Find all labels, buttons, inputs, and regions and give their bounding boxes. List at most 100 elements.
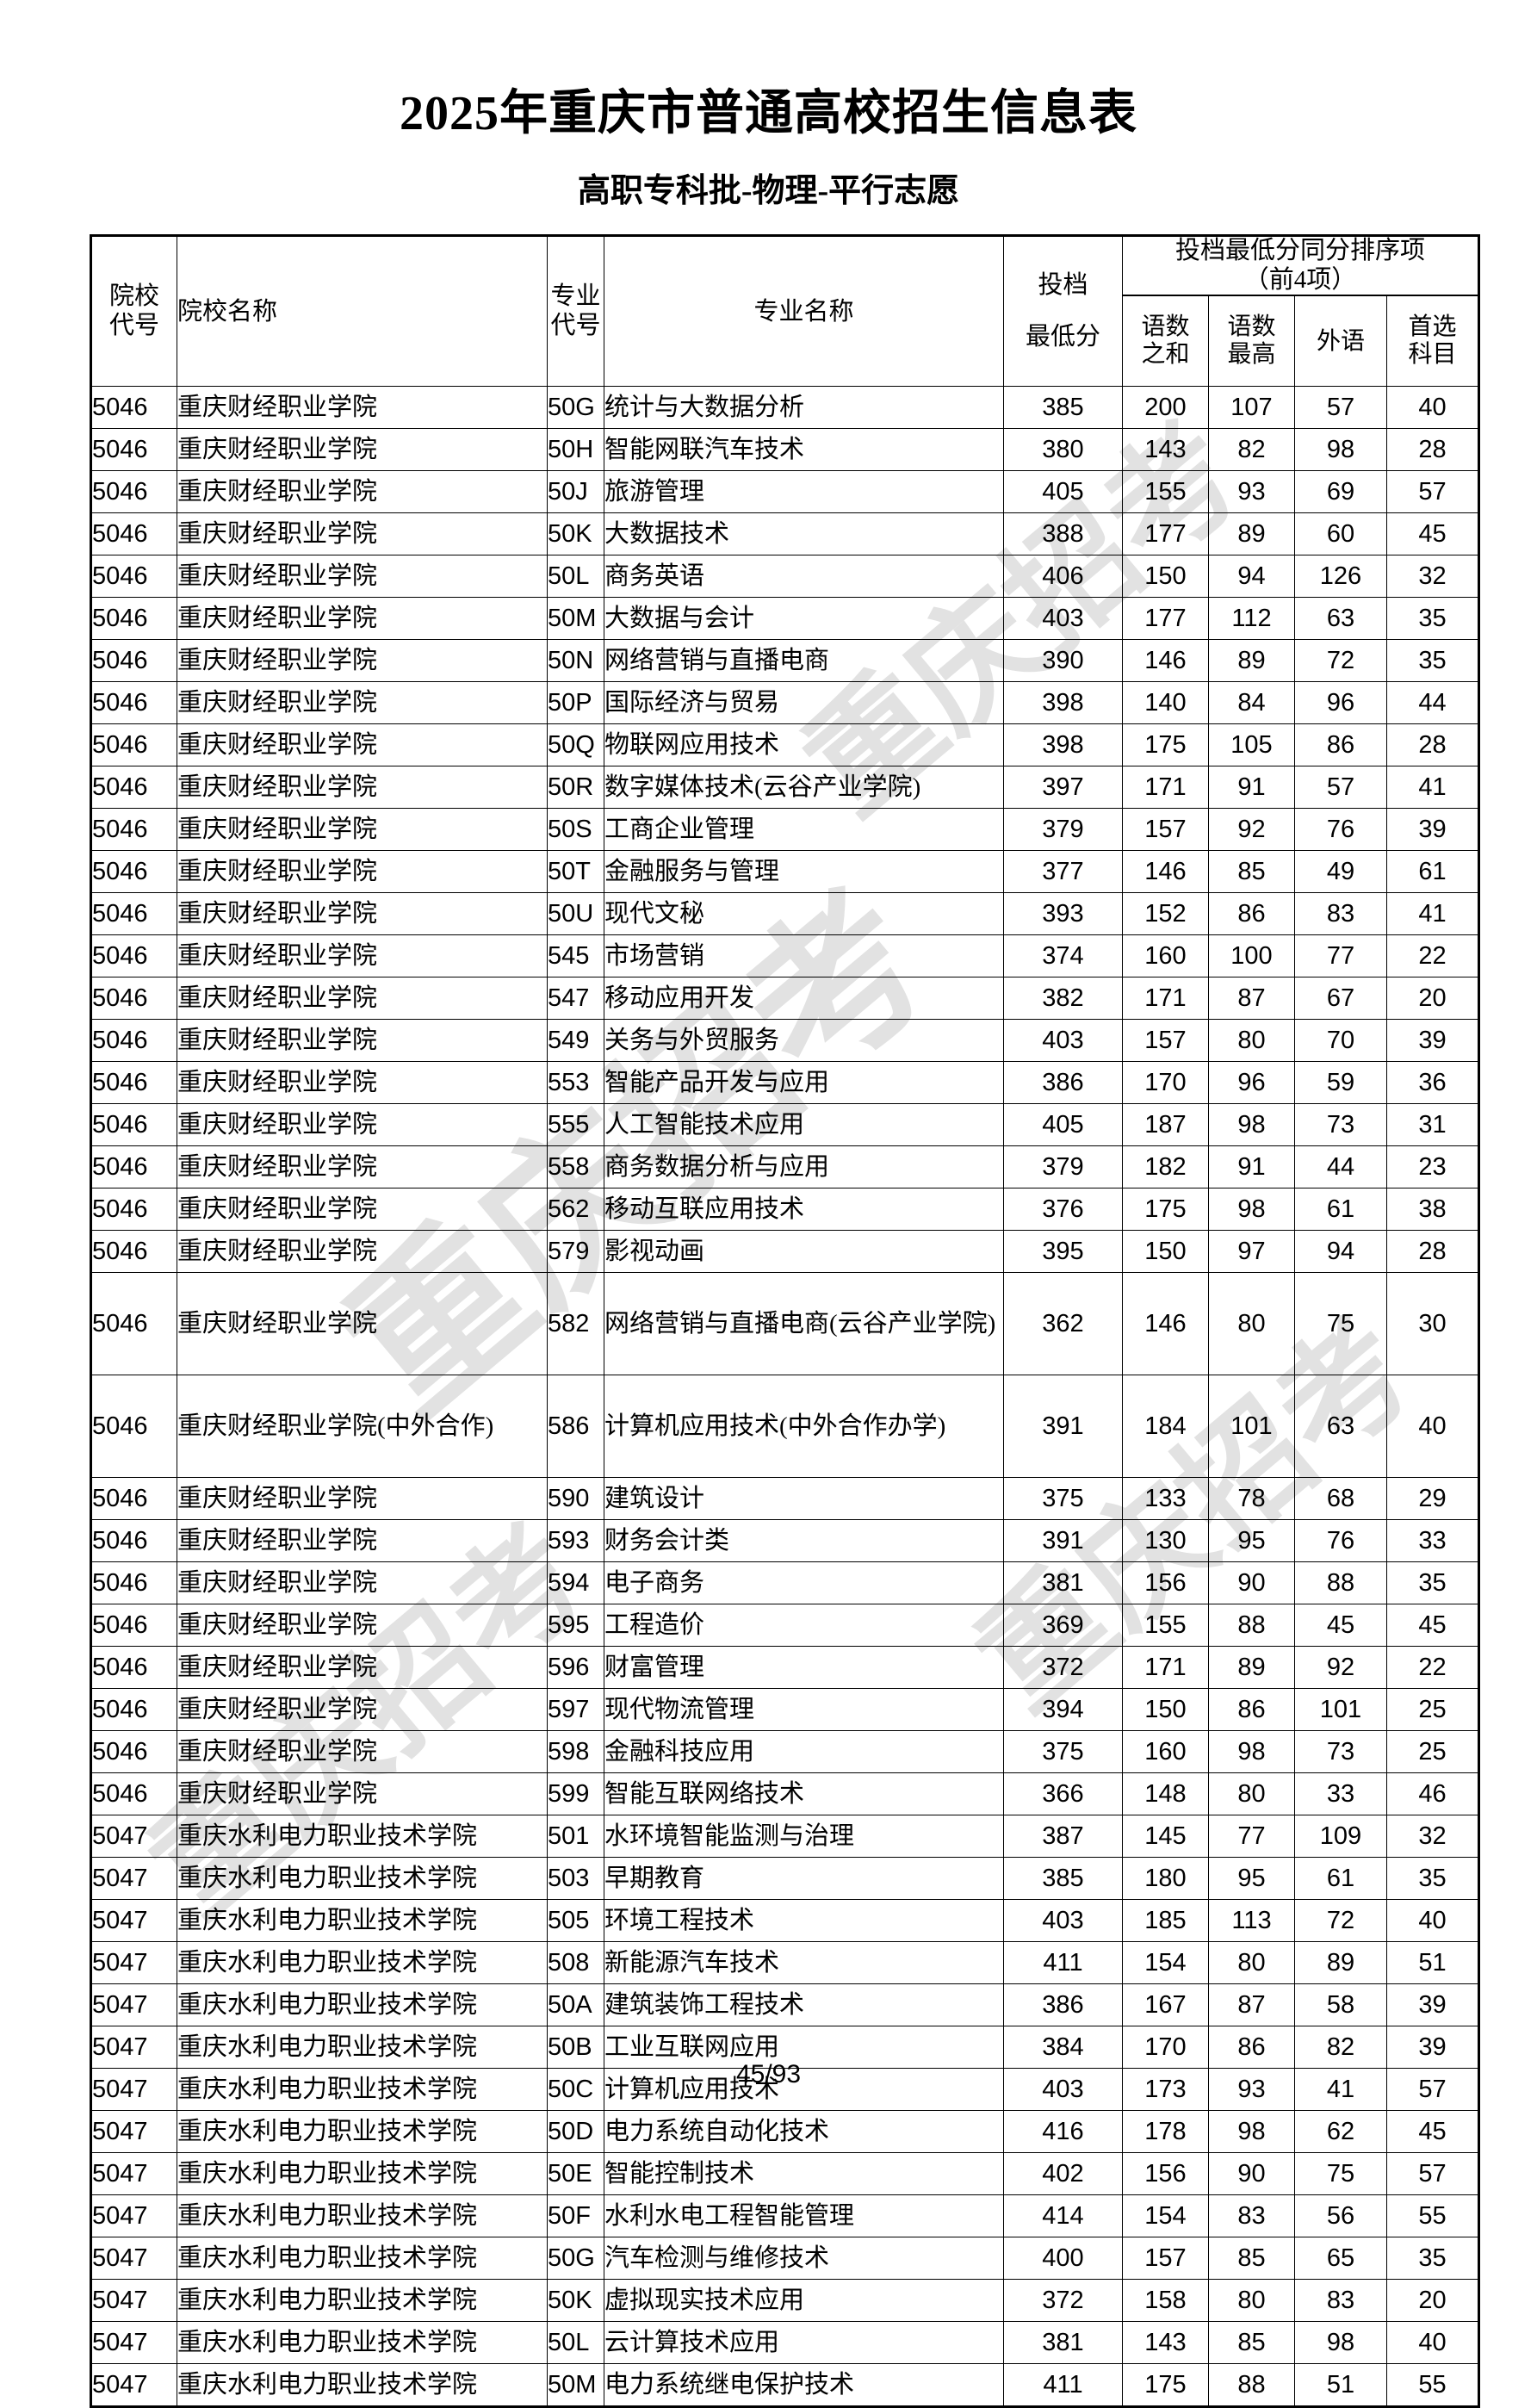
- cell-school-name: 重庆水利电力职业技术学院: [177, 1899, 548, 1943]
- cell-school-code: 5046: [90, 386, 177, 430]
- table-row: 5047 重庆水利电力职业技术学院 50F 水利水电工程智能管理 414 154 83 56 5…: [90, 2194, 1480, 2238]
- cell-min-score: 372: [1003, 2279, 1123, 2323]
- cell-major-code: 50Q: [547, 723, 604, 767]
- cell-tiebreak-1: 152: [1122, 892, 1209, 936]
- cell-school-code: 5046: [90, 1772, 177, 1816]
- table-row: 5047 重庆水利电力职业技术学院 50E 智能控制技术 402 156 90 75 57: [90, 2152, 1480, 2196]
- cell-tiebreak-1: 200: [1122, 386, 1209, 430]
- cell-school-name: 重庆财经职业学院: [177, 639, 548, 683]
- cell-school-code: 5046: [90, 681, 177, 725]
- cell-tiebreak-3: 60: [1294, 512, 1387, 556]
- col-header-min-score: 投档 最低分: [1003, 234, 1123, 388]
- col-header-school-code: 院校 代号: [90, 234, 177, 388]
- cell-school-name: 重庆水利电力职业技术学院: [177, 2194, 548, 2238]
- cell-major-name: 计算机应用技术: [604, 2068, 1004, 2112]
- cell-tiebreak-2: 98: [1208, 1730, 1295, 1774]
- cell-major-code: 505: [547, 1899, 604, 1943]
- table-row: 5046 重庆财经职业学院 595 工程造价 369 155 88 45 45: [90, 1604, 1480, 1648]
- cell-school-code: 5046: [90, 1188, 177, 1232]
- cell-school-name: 重庆水利电力职业技术学院: [177, 2321, 548, 2365]
- cell-min-score: 384: [1003, 2026, 1123, 2070]
- cell-tiebreak-3: 51: [1294, 2363, 1387, 2408]
- cell-tiebreak-3: 61: [1294, 1857, 1387, 1901]
- cell-tiebreak-4: 20: [1385, 977, 1480, 1021]
- cell-major-code: 596: [547, 1646, 604, 1690]
- table-head: 院校 代号 院校名称 专业 代号 专业名称 投档 最低分 投档最低分同分排序项: [90, 234, 1480, 388]
- table-row: 5047 重庆水利电力职业技术学院 50K 虚拟现实技术应用 372 158 80 83 20: [90, 2279, 1480, 2323]
- cell-tiebreak-2: 97: [1208, 1230, 1295, 1274]
- cell-min-score: 381: [1003, 2321, 1123, 2365]
- cell-tiebreak-4: 35: [1385, 1857, 1480, 1901]
- cell-tiebreak-4: 22: [1385, 934, 1480, 978]
- cell-min-score: 375: [1003, 1730, 1123, 1774]
- cell-school-name: 重庆财经职业学院: [177, 386, 548, 430]
- cell-tiebreak-2: 78: [1208, 1477, 1295, 1521]
- cell-tiebreak-4: 36: [1385, 1061, 1480, 1105]
- cell-major-code: 553: [547, 1061, 604, 1105]
- cell-major-name: 工商企业管理: [604, 808, 1004, 852]
- cell-tiebreak-4: 35: [1385, 639, 1480, 683]
- cell-tiebreak-2: 80: [1208, 1019, 1295, 1063]
- cell-tiebreak-3: 63: [1294, 1375, 1387, 1479]
- cell-school-code: 5046: [90, 977, 177, 1021]
- cell-school-name: 重庆财经职业学院: [177, 470, 548, 514]
- cell-school-code: 5046: [90, 1230, 177, 1274]
- cell-major-code: 50C: [547, 2068, 604, 2112]
- cell-tiebreak-2: 91: [1208, 766, 1295, 810]
- cell-tiebreak-1: 158: [1122, 2279, 1209, 2323]
- cell-tiebreak-1: 146: [1122, 639, 1209, 683]
- cell-tiebreak-3: 75: [1294, 1272, 1387, 1376]
- cell-school-code: 5047: [90, 1815, 177, 1859]
- cell-major-code: 599: [547, 1772, 604, 1816]
- cell-major-name: 计算机应用技术(中外合作办学): [604, 1375, 1004, 1479]
- cell-min-score: 366: [1003, 1772, 1123, 1816]
- cell-tiebreak-1: 182: [1122, 1145, 1209, 1189]
- cell-tiebreak-1: 140: [1122, 681, 1209, 725]
- cell-tiebreak-1: 160: [1122, 934, 1209, 978]
- cell-tiebreak-4: 45: [1385, 1604, 1480, 1648]
- cell-tiebreak-2: 85: [1208, 2237, 1295, 2281]
- cell-tiebreak-3: 92: [1294, 1646, 1387, 1690]
- cell-major-name: 智能控制技术: [604, 2152, 1004, 2196]
- cell-major-code: 547: [547, 977, 604, 1021]
- cell-min-score: 390: [1003, 639, 1123, 683]
- cell-tiebreak-3: 72: [1294, 1899, 1387, 1943]
- cell-tiebreak-3: 109: [1294, 1815, 1387, 1859]
- cell-major-code: 597: [547, 1688, 604, 1732]
- cell-major-code: 586: [547, 1375, 604, 1479]
- cell-school-code: 5046: [90, 1375, 177, 1479]
- cell-school-name: 重庆财经职业学院: [177, 1477, 548, 1521]
- cell-school-code: 5046: [90, 470, 177, 514]
- cell-tiebreak-4: 61: [1385, 850, 1480, 894]
- col-header-tiebreak-group: 投档最低分同分排序项 （前4项）: [1121, 235, 1480, 297]
- cell-tiebreak-4: 23: [1385, 1145, 1480, 1189]
- cell-school-name: 重庆水利电力职业技术学院: [177, 1983, 548, 2027]
- cell-tiebreak-4: 33: [1385, 1519, 1480, 1563]
- cell-major-name: 网络营销与直播电商: [604, 639, 1004, 683]
- cell-school-code: 5047: [90, 2237, 177, 2281]
- cell-tiebreak-1: 160: [1122, 1730, 1209, 1774]
- cell-min-score: 362: [1003, 1272, 1123, 1376]
- cell-tiebreak-3: 59: [1294, 1061, 1387, 1105]
- cell-tiebreak-2: 113: [1208, 1899, 1295, 1943]
- page-title: 2025年重庆市普通高校招生信息表: [400, 87, 1137, 140]
- cell-major-code: 50L: [547, 555, 604, 599]
- cell-tiebreak-1: 170: [1122, 2026, 1209, 2070]
- cell-tiebreak-3: 98: [1294, 428, 1387, 472]
- cell-school-name: 重庆财经职业学院: [177, 1519, 548, 1563]
- cell-major-name: 旅游管理: [604, 470, 1004, 514]
- cell-tiebreak-1: 180: [1122, 1857, 1209, 1901]
- cell-tiebreak-2: 95: [1208, 1857, 1295, 1901]
- cell-tiebreak-3: 68: [1294, 1477, 1387, 1521]
- cell-major-code: 50R: [547, 766, 604, 810]
- cell-school-name: 重庆财经职业学院: [177, 977, 548, 1021]
- cell-major-code: 50K: [547, 2279, 604, 2323]
- cell-school-code: 5046: [90, 1061, 177, 1105]
- cell-min-score: 385: [1003, 1857, 1123, 1901]
- cell-major-name: 环境工程技术: [604, 1899, 1004, 1943]
- cell-major-name: 商务数据分析与应用: [604, 1145, 1004, 1189]
- cell-tiebreak-1: 170: [1122, 1061, 1209, 1105]
- table-row: 5047 重庆水利电力职业技术学院 50A 建筑装饰工程技术 386 167 87 58 39: [90, 1983, 1480, 2027]
- table-row: 5047 重庆水利电力职业技术学院 503 早期教育 385 180 95 61 35: [90, 1857, 1480, 1901]
- cell-tiebreak-4: 28: [1385, 723, 1480, 767]
